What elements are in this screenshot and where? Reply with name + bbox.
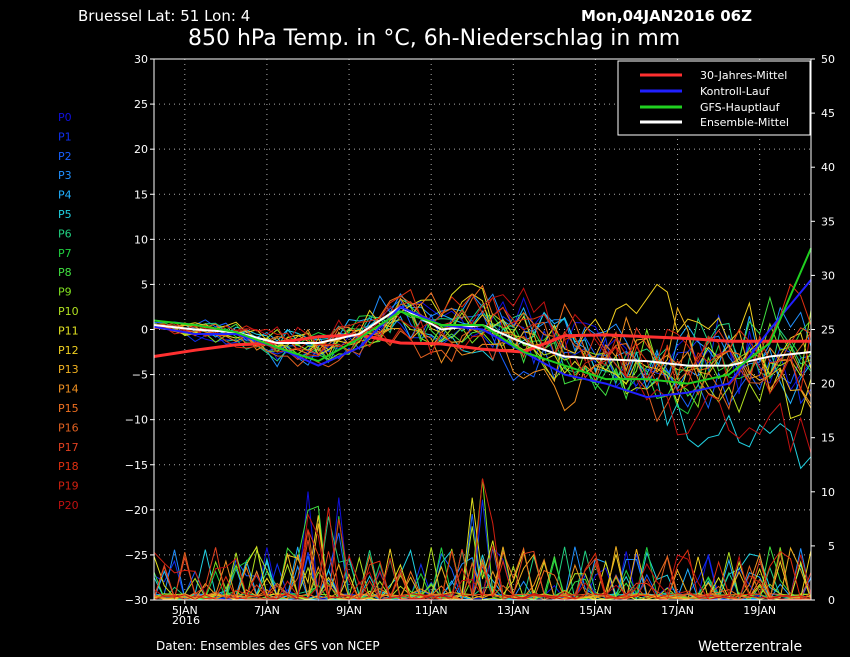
- member-label-p20: P20: [58, 499, 79, 512]
- member-label-p19: P19: [58, 480, 79, 493]
- member-label-p6: P6: [58, 227, 72, 240]
- precipitation-lines: [153, 478, 812, 602]
- right-tick-label: 45: [821, 107, 835, 120]
- location-label: Bruessel Lat: 51 Lon: 4: [78, 7, 250, 25]
- run-time-label: Mon,04JAN2016 06Z: [581, 7, 752, 25]
- temp-line-p4: [153, 306, 812, 405]
- member-label-p4: P4: [58, 189, 72, 202]
- member-label-p16: P16: [58, 421, 79, 434]
- right-tick-label: 15: [821, 432, 835, 445]
- left-tick-label: −25: [125, 549, 148, 562]
- member-label-p15: P15: [58, 402, 79, 415]
- temp-line-p19: [153, 307, 812, 395]
- temp-line-p6: [153, 303, 812, 385]
- right-axis-ticks: 0 5 10 15 20 25 30 35 40 45 50: [811, 53, 835, 607]
- legend-label-kontroll: Kontroll-Lauf: [700, 85, 771, 98]
- member-label-p12: P12: [58, 344, 79, 357]
- temp-line-p20: [153, 287, 812, 454]
- member-label-p8: P8: [58, 266, 72, 279]
- member-label-p13: P13: [58, 363, 79, 376]
- x-axis-ticks: 5JAN 7JAN 9JAN 11JAN 13JAN 15JAN 17JAN 19JAN: [172, 600, 776, 617]
- left-tick-label: −30: [125, 594, 148, 607]
- temp-line-p11: [153, 283, 812, 420]
- left-tick-label: −5: [132, 369, 148, 382]
- member-label-p2: P2: [58, 150, 72, 163]
- precip-line-p11: [153, 497, 812, 601]
- precip-line-p20: [153, 512, 812, 601]
- legend-label-30jahres: 30-Jahres-Mittel: [700, 69, 787, 82]
- temp-line-p14: [153, 297, 812, 412]
- x-tick-label: 11JAN: [415, 604, 448, 617]
- left-tick-label: 10: [134, 233, 148, 246]
- member-label-p3: P3: [58, 169, 72, 182]
- legend: 30-Jahres-Mittel Kontroll-Lauf GFS-Haupt…: [617, 60, 811, 136]
- right-tick-label: 50: [821, 53, 835, 66]
- left-tick-label: 20: [134, 143, 148, 156]
- x-tick-label: 13JAN: [497, 604, 530, 617]
- x-tick-label: 5JAN: [172, 604, 198, 617]
- legend-label-ensemble: Ensemble-Mittel: [700, 116, 789, 129]
- temp-line-p12: [153, 283, 812, 376]
- right-tick-label: 30: [821, 269, 835, 282]
- x-tick-label: 17JAN: [661, 604, 694, 617]
- member-label-p5: P5: [58, 208, 72, 221]
- left-tick-label: −15: [125, 459, 148, 472]
- right-tick-label: 35: [821, 215, 835, 228]
- x-tick-label: 7JAN: [254, 604, 280, 617]
- member-labels: P0 P1 P2 P3 P4 P5 P6 P7 P8 P9 P10 P11 P12 P13 P14 P15 P1…: [58, 111, 79, 512]
- left-tick-label: −10: [125, 414, 148, 427]
- left-axis-ticks: −30 −25 −20 −15 −10 −5 0 5 10 15 20 25 30: [125, 53, 154, 607]
- precip-line-p15: [153, 546, 812, 601]
- member-label-p11: P11: [58, 324, 79, 337]
- data-source-label: Daten: Ensembles des GFS von NCEP: [156, 639, 380, 653]
- legend-label-hauptlauf: GFS-Hauptlauf: [700, 101, 781, 114]
- left-tick-label: −20: [125, 504, 148, 517]
- right-tick-label: 25: [821, 324, 835, 337]
- member-label-p14: P14: [58, 383, 79, 396]
- chart-title: 850 hPa Temp. in °C, 6h-Niederschlag in …: [188, 26, 680, 51]
- left-tick-label: 0: [141, 324, 148, 337]
- x-tick-label: 9JAN: [336, 604, 362, 617]
- member-label-p18: P18: [58, 460, 79, 473]
- left-tick-label: 25: [134, 98, 148, 111]
- right-tick-label: 0: [828, 594, 835, 607]
- series-line-gfs-hauptlauf: [153, 247, 812, 385]
- left-tick-label: 5: [141, 278, 148, 291]
- member-label-p1: P1: [58, 130, 72, 143]
- x-tick-label: 19JAN: [743, 604, 776, 617]
- plot-frame: [153, 58, 812, 601]
- member-label-p0: P0: [58, 111, 72, 124]
- member-label-p7: P7: [58, 247, 72, 260]
- right-tick-label: 20: [821, 378, 835, 391]
- left-tick-label: 15: [134, 188, 148, 201]
- right-tick-label: 5: [828, 540, 835, 553]
- right-tick-label: 40: [821, 161, 835, 174]
- x-tick-label: 15JAN: [579, 604, 612, 617]
- right-tick-label: 10: [821, 486, 835, 499]
- x-year-label: 2016: [172, 614, 200, 627]
- precip-line-p18: [153, 518, 812, 601]
- member-label-p10: P10: [58, 305, 79, 318]
- main-series-lines: [153, 247, 812, 399]
- member-label-p17: P17: [58, 441, 79, 454]
- brand-label: Wetterzentrale: [698, 639, 802, 655]
- left-tick-label: 30: [134, 53, 148, 66]
- member-label-p9: P9: [58, 286, 72, 299]
- precip-line-p19: [153, 478, 812, 601]
